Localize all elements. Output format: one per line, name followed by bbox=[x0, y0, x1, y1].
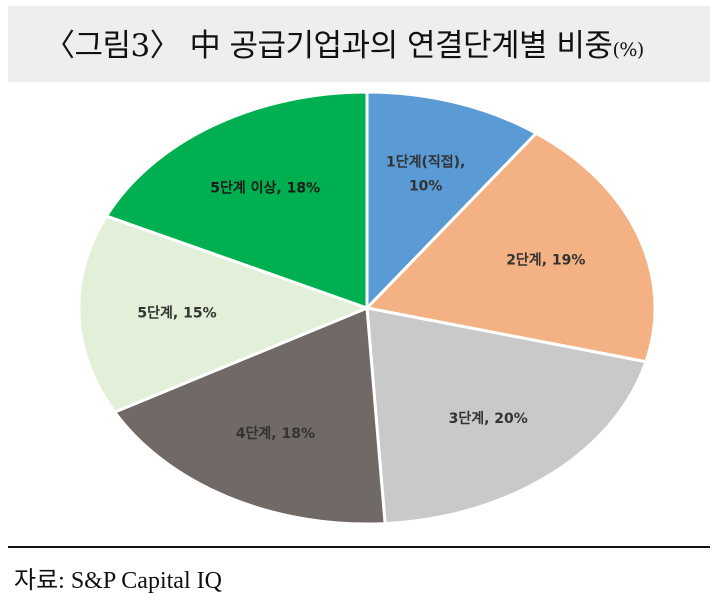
divider bbox=[8, 546, 710, 548]
pie-slice-6 bbox=[104, 90, 369, 311]
pie-slice-label-3: 3단계, 20% bbox=[449, 410, 528, 427]
pie-slice-5 bbox=[77, 214, 372, 414]
chart-title: 〈그림3〉 中 공급기업과의 연결단계별 비중(%) bbox=[44, 20, 644, 65]
pie-slice-3 bbox=[365, 306, 648, 526]
pie-slice-label-2: 2단계, 19% bbox=[506, 252, 585, 269]
pie-slice-label-5: 5단계, 15% bbox=[137, 305, 216, 322]
pie-slice-4 bbox=[112, 305, 387, 526]
title-bar bbox=[8, 6, 710, 82]
pie-slice-2 bbox=[363, 131, 657, 364]
chart-title-unit: (%) bbox=[612, 39, 644, 61]
pie-slice-label-6: 5단계 이상, 18% bbox=[210, 180, 320, 197]
pie-slice-label-1: 1단계(직접), 10% bbox=[386, 153, 465, 194]
source-note: 자료: S&P Capital IQ bbox=[14, 568, 222, 594]
pie-slice-label-4: 4단계, 18% bbox=[236, 425, 315, 442]
chart-title-main: 〈그림3〉 中 공급기업과의 연결단계별 비중 bbox=[44, 28, 613, 64]
pie-chart: 1단계(직접), 10% 2단계, 19% 3단계, 20% 4단계, 18% 5단계, … bbox=[77, 90, 657, 526]
pie-slice-1 bbox=[365, 90, 539, 312]
